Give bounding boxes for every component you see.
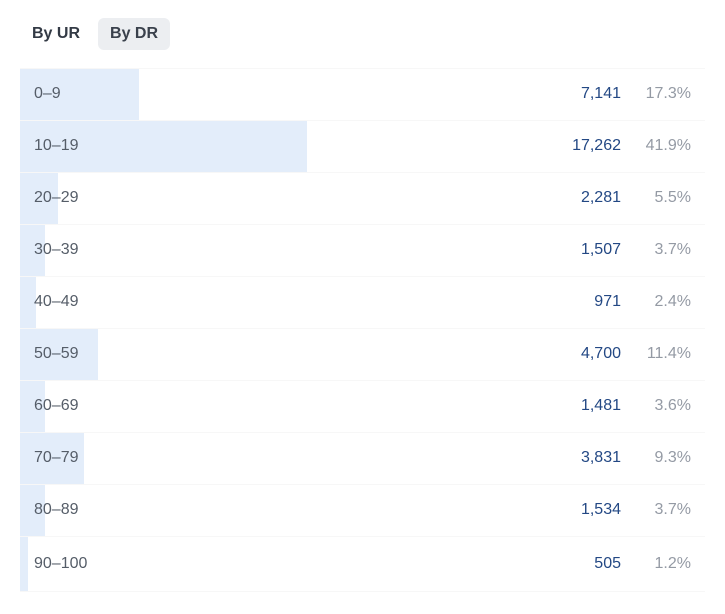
count-value: 971 [541, 293, 621, 311]
distribution-row-content: 90–1005051.2% [20, 537, 705, 591]
distribution-row[interactable]: 60–691,4813.6% [20, 380, 705, 432]
distribution-row[interactable]: 0–97,14117.3% [20, 68, 705, 120]
count-value: 1,481 [541, 397, 621, 415]
percent-value: 1.2% [621, 555, 691, 573]
range-label: 80–89 [34, 501, 541, 519]
percent-value: 3.7% [621, 241, 691, 259]
range-label: 70–79 [34, 449, 541, 467]
percent-value: 3.7% [621, 501, 691, 519]
percent-value: 3.6% [621, 397, 691, 415]
distribution-row-content: 30–391,5073.7% [20, 225, 705, 276]
distribution-list: 0–97,14117.3%10–1917,26241.9%20–292,2815… [20, 68, 705, 592]
percent-value: 11.4% [621, 345, 691, 363]
distribution-widget: By UR By DR 0–97,14117.3%10–1917,26241.9… [0, 0, 725, 614]
range-label: 0–9 [34, 85, 541, 103]
percent-value: 41.9% [621, 137, 691, 155]
range-label: 50–59 [34, 345, 541, 363]
tab-by-dr[interactable]: By DR [98, 18, 170, 50]
distribution-row[interactable]: 50–594,70011.4% [20, 328, 705, 380]
distribution-row-content: 0–97,14117.3% [20, 69, 705, 120]
percent-value: 2.4% [621, 293, 691, 311]
range-label: 40–49 [34, 293, 541, 311]
distribution-row[interactable]: 20–292,2815.5% [20, 172, 705, 224]
distribution-row[interactable]: 90–1005051.2% [20, 536, 705, 592]
distribution-row-content: 60–691,4813.6% [20, 381, 705, 432]
distribution-row[interactable]: 30–391,5073.7% [20, 224, 705, 276]
tab-by-ur[interactable]: By UR [20, 18, 92, 50]
distribution-row[interactable]: 10–1917,26241.9% [20, 120, 705, 172]
range-label: 30–39 [34, 241, 541, 259]
count-value: 1,534 [541, 501, 621, 519]
distribution-row[interactable]: 80–891,5343.7% [20, 484, 705, 536]
distribution-row[interactable]: 40–499712.4% [20, 276, 705, 328]
distribution-row-content: 40–499712.4% [20, 277, 705, 328]
percent-value: 5.5% [621, 189, 691, 207]
count-value: 505 [541, 555, 621, 573]
percent-value: 9.3% [621, 449, 691, 467]
percent-value: 17.3% [621, 85, 691, 103]
count-value: 4,700 [541, 345, 621, 363]
range-label: 90–100 [34, 555, 541, 573]
count-value: 1,507 [541, 241, 621, 259]
distribution-row-content: 10–1917,26241.9% [20, 121, 705, 172]
count-value: 17,262 [541, 137, 621, 155]
range-label: 10–19 [34, 137, 541, 155]
tab-bar: By UR By DR [20, 18, 705, 50]
range-label: 20–29 [34, 189, 541, 207]
distribution-row-content: 80–891,5343.7% [20, 485, 705, 536]
count-value: 2,281 [541, 189, 621, 207]
count-value: 3,831 [541, 449, 621, 467]
distribution-row-content: 20–292,2815.5% [20, 173, 705, 224]
count-value: 7,141 [541, 85, 621, 103]
range-label: 60–69 [34, 397, 541, 415]
distribution-row[interactable]: 70–793,8319.3% [20, 432, 705, 484]
distribution-row-content: 50–594,70011.4% [20, 329, 705, 380]
distribution-row-content: 70–793,8319.3% [20, 433, 705, 484]
